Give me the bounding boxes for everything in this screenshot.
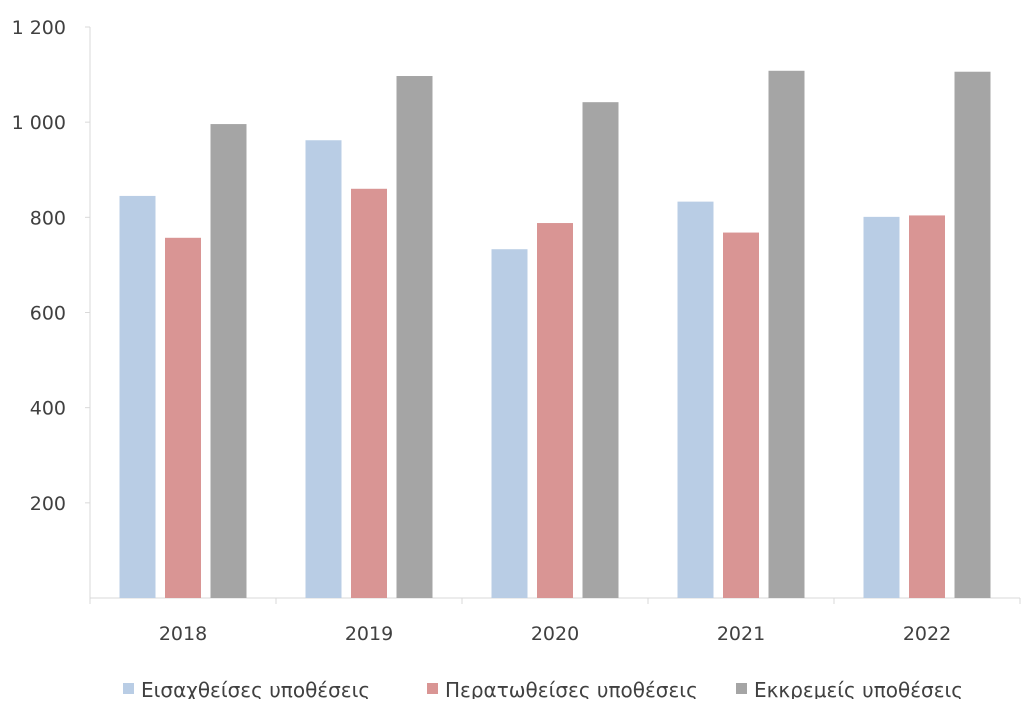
x-tick-label: 2021 [717, 623, 765, 645]
bars-group [119, 70, 991, 599]
bar-2022-series-1 [863, 216, 900, 599]
legend: Εισαχθείσες υποθέσεις Περατωθείσες υποθέσ… [123, 678, 963, 702]
legend-swatch [736, 683, 747, 694]
y-tick-label: 400 [30, 398, 66, 420]
bar-2018-series-1 [119, 195, 156, 598]
legend-label: Εκκρεμείς υποθέσεις [754, 678, 963, 699]
bar-2022-series-3 [954, 71, 991, 598]
x-tick-label: 2022 [903, 623, 951, 645]
x-tick-label: 2019 [345, 623, 393, 645]
y-tick-label: 1 200 [12, 17, 66, 39]
y-tick-label: 200 [30, 493, 66, 515]
x-tick-label: 2018 [159, 623, 207, 645]
x-axis: 2018 2019 2020 2021 2022 [89, 597, 1021, 645]
bar-2020-series-2 [537, 223, 573, 598]
y-tick-label: 600 [30, 303, 66, 325]
bar-2022-series-2 [909, 215, 945, 598]
bar-2018-series-2 [165, 237, 201, 598]
y-tick-label: 800 [30, 207, 66, 229]
bar-2018-series-3 [210, 124, 247, 598]
x-tick-label: 2020 [531, 623, 579, 645]
bar-2019-series-1 [305, 140, 342, 598]
bar-2019-series-2 [351, 188, 387, 599]
bar-2019-series-3 [396, 76, 433, 598]
legend-label: Περατωθείσες υποθέσεις [445, 678, 698, 699]
y-axis: 200 400 600 800 1 000 1 200 [12, 17, 91, 598]
legend-swatch [427, 683, 438, 694]
bar-2020-series-3 [582, 102, 619, 598]
y-tick-label: 1 000 [12, 112, 66, 134]
bar-2021-series-3 [768, 70, 805, 598]
bar-2021-series-1 [677, 201, 714, 598]
bar-2020-series-1 [491, 249, 528, 598]
bar-2021-series-2 [723, 232, 759, 598]
legend-label: Εισαχθείσες υποθέσεις [141, 678, 370, 699]
legend-swatch [123, 683, 134, 694]
